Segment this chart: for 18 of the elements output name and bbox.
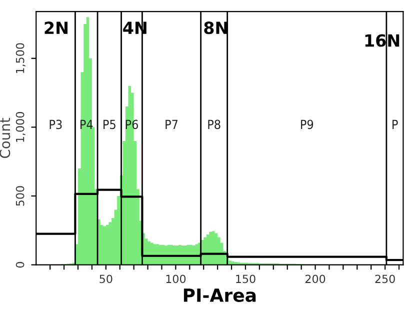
annotation: P <box>392 120 398 129</box>
annotation: P7 <box>166 120 178 129</box>
annotation: P3 <box>50 120 62 130</box>
x-tick-label: 50 <box>100 274 112 284</box>
x-tick-label: 200 <box>305 274 326 284</box>
x-axis-title: PI-Area <box>184 288 256 302</box>
x-tick-label: 250 <box>375 274 395 284</box>
annotation: 2N <box>44 22 68 34</box>
annotation: P9 <box>301 120 314 130</box>
y-tick-label: 1,500 <box>16 43 26 74</box>
y-tick-label: 500 <box>16 186 24 206</box>
y-tick-label: 0 <box>16 262 24 268</box>
x-tick-label: 100 <box>166 274 186 284</box>
x-tick-label: 150 <box>236 274 256 284</box>
annotation: P5 <box>104 120 116 130</box>
y-axis-title: Count <box>0 118 10 158</box>
y-tick-label: 1,000 <box>16 112 26 142</box>
annotation: P8 <box>208 120 220 130</box>
